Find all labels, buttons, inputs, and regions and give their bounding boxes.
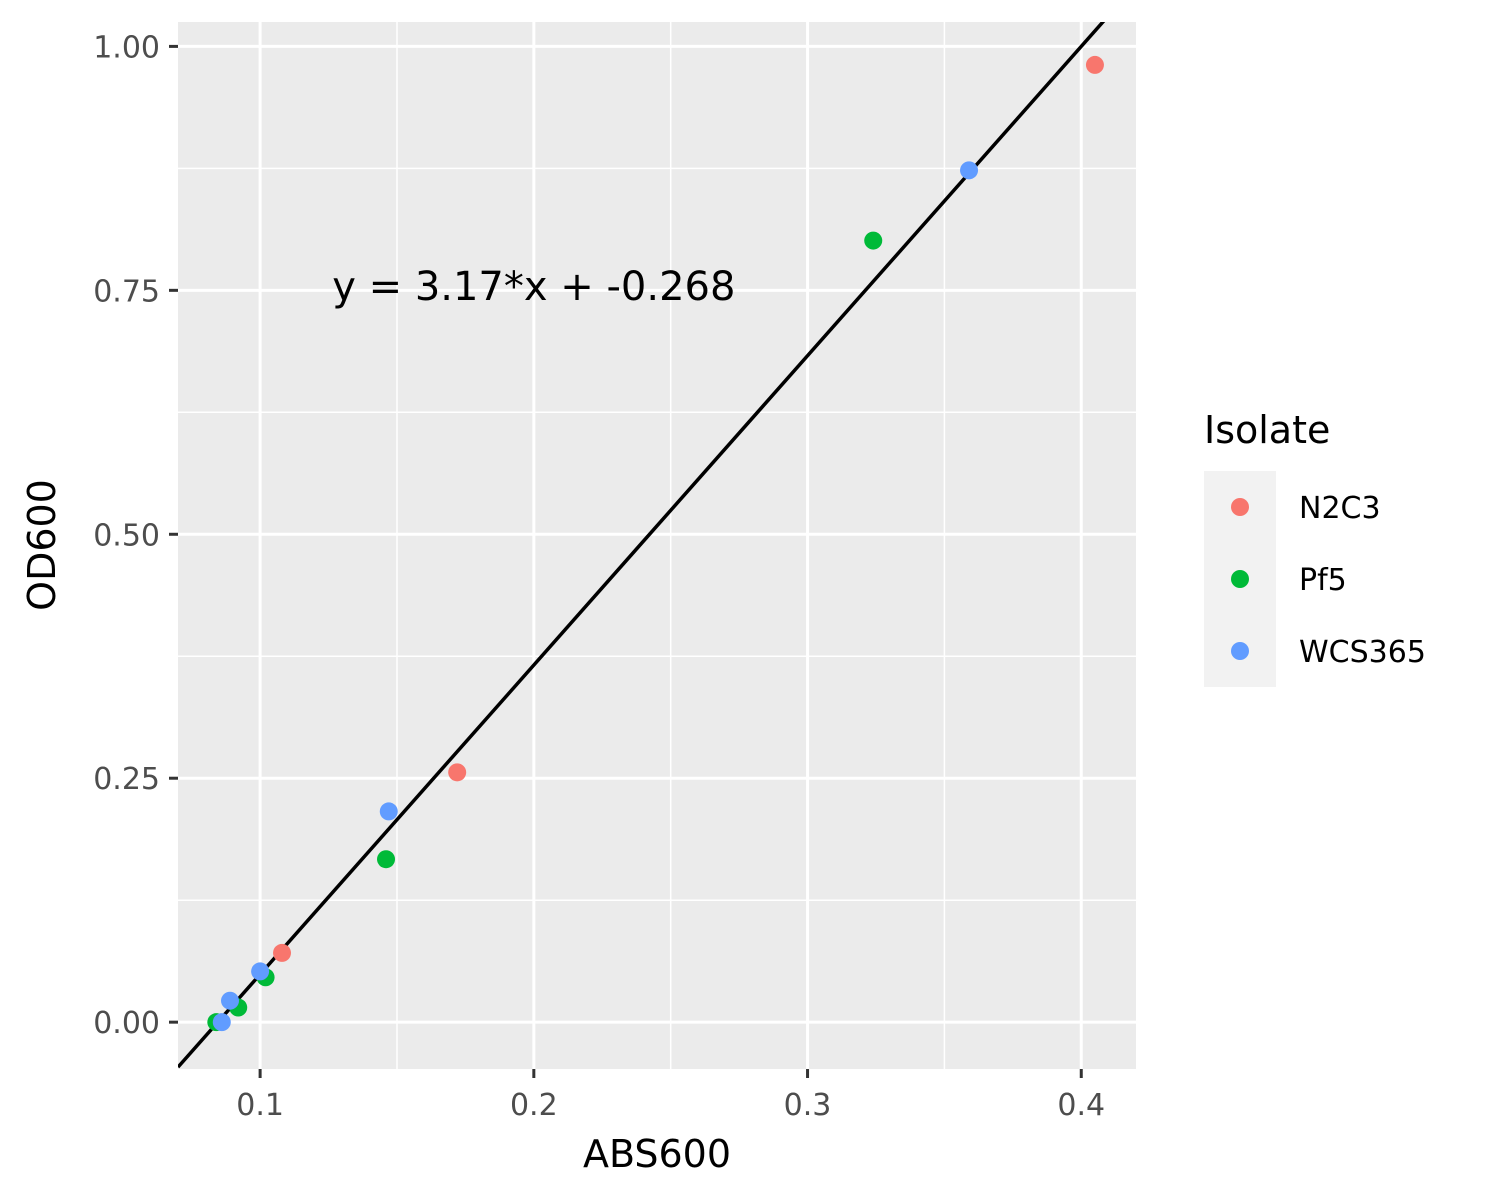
data-point-wcs365 — [251, 962, 270, 981]
data-point-wcs365 — [221, 991, 240, 1010]
regression-line — [178, 22, 1106, 1069]
y-tick-label: 0.25 — [93, 762, 160, 797]
data-point-pf5 — [377, 850, 396, 869]
legend-label-pf5: Pf5 — [1299, 563, 1347, 598]
data-point-wcs365 — [212, 1013, 231, 1032]
legend-key-wcs365 — [1231, 642, 1249, 660]
data-points — [207, 55, 1104, 1032]
y-tick-label: 1.00 — [93, 30, 160, 65]
y-axis: 0.00 0.25 0.50 0.75 1.00 — [93, 30, 178, 1041]
regression-equation: y = 3.17*x + -0.268 — [332, 264, 735, 310]
x-tick-label: 0.3 — [784, 1088, 832, 1123]
legend-label-wcs365: WCS365 — [1299, 635, 1426, 670]
y-tick-label: 0.00 — [93, 1006, 160, 1041]
data-point-pf5 — [864, 231, 883, 250]
plot-area — [178, 22, 1106, 1069]
data-point-wcs365 — [379, 802, 398, 821]
major-gridlines — [178, 22, 1136, 1069]
y-tick-label: 0.50 — [93, 518, 160, 553]
y-axis-title: OD600 — [20, 479, 64, 611]
data-point-n2c3 — [448, 763, 467, 782]
legend-label-n2c3: N2C3 — [1299, 491, 1381, 526]
x-axis: 0.1 0.2 0.3 0.4 — [236, 1069, 1105, 1123]
y-tick-label: 0.75 — [93, 274, 160, 309]
data-point-n2c3 — [1085, 55, 1104, 74]
minor-gridlines — [178, 22, 1136, 1069]
data-point-n2c3 — [273, 943, 292, 962]
legend-key-n2c3 — [1231, 498, 1249, 516]
x-tick-label: 0.2 — [510, 1088, 558, 1123]
x-tick-label: 0.1 — [236, 1088, 284, 1123]
legend: Isolate N2C3 Pf5 WCS365 — [1204, 408, 1426, 687]
legend-key-pf5 — [1231, 570, 1249, 588]
data-point-wcs365 — [960, 161, 979, 180]
legend-title: Isolate — [1204, 408, 1330, 452]
plot-panel — [178, 22, 1136, 1069]
x-axis-title: ABS600 — [583, 1132, 731, 1176]
x-tick-label: 0.4 — [1057, 1088, 1105, 1123]
